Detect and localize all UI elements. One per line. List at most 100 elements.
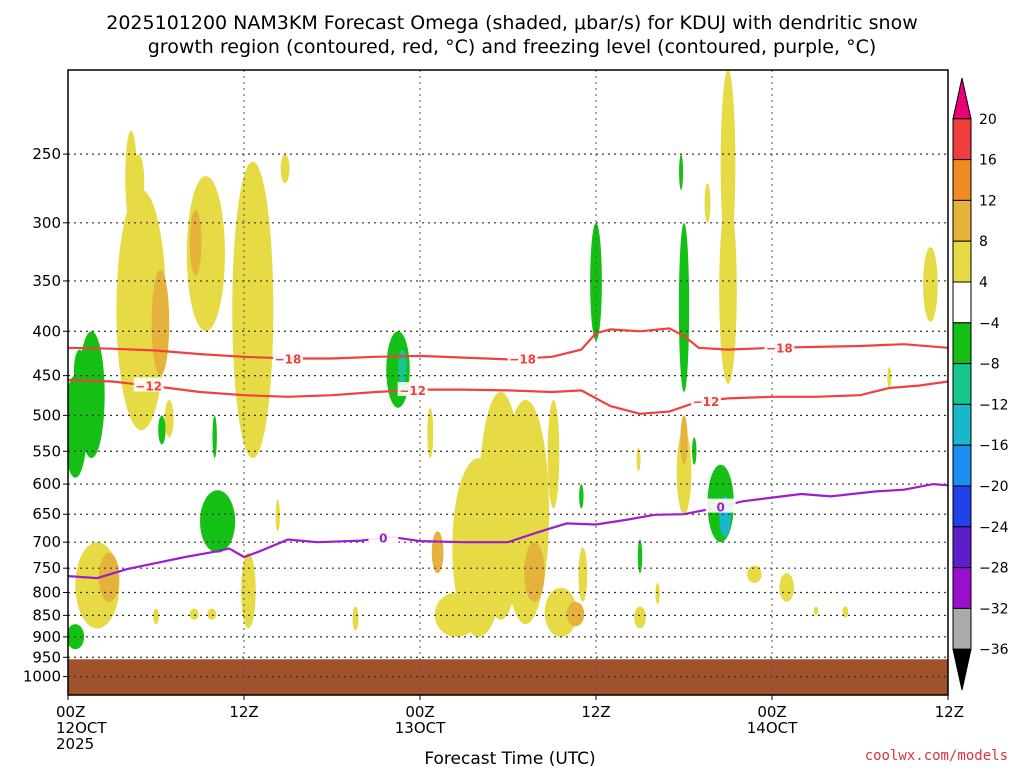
omega-shade-55 <box>813 606 819 616</box>
omega-shade-10 <box>158 415 166 445</box>
y-tick-label-900: 900 <box>32 628 61 646</box>
x-tick-year-0: 2025 <box>56 735 94 753</box>
y-tick-label-450: 450 <box>32 367 61 385</box>
contour-label--18: −18 <box>509 353 536 367</box>
contour-label-bg <box>133 377 164 392</box>
colorbar-box-11 <box>952 526 972 569</box>
colorbar-box-7 <box>952 363 972 405</box>
omega-shade-6 <box>232 161 274 459</box>
omega-shade-42 <box>655 582 660 605</box>
colorbar-label-7: −12 <box>979 397 1009 413</box>
y-tick-label-350: 350 <box>32 272 61 290</box>
contour-label-0: 0 <box>379 532 387 546</box>
colorbar-box-4 <box>952 240 972 283</box>
x-tick-label-1: 12Z <box>229 703 258 721</box>
colorbar-label-6: −8 <box>979 357 1000 373</box>
omega-shade-2 <box>132 154 145 211</box>
x-tick-sublabel-4: 14OCT <box>747 719 798 737</box>
colorbar-box-3 <box>952 199 972 242</box>
omega-shade-18 <box>246 573 254 607</box>
omega-shade-21 <box>207 608 217 620</box>
contour-label--18: −18 <box>275 353 302 367</box>
x-tick-sublabel-2: 13OCT <box>395 719 446 737</box>
colorbar-box-13 <box>952 607 972 650</box>
colorbar-label-0: 20 <box>979 112 997 128</box>
omega-shade-40 <box>637 539 643 574</box>
chart-title-line2: growth region (contoured, red, °C) and f… <box>148 36 877 58</box>
colorbar-label-1: 16 <box>979 153 997 169</box>
y-tick-label-800: 800 <box>32 584 61 602</box>
colorbar-label-3: 8 <box>979 234 988 250</box>
colorbar-box-12 <box>952 567 972 609</box>
omega-shade-54 <box>779 573 795 602</box>
omega-shade-49 <box>719 196 737 384</box>
omega-shade-26 <box>427 407 434 459</box>
y-tick-label-750: 750 <box>32 559 61 577</box>
contour-label-bg <box>397 382 428 397</box>
omega-shade-58 <box>923 247 938 322</box>
axes: 250 300 350 400 450 500 550 600 650 700 750 800 850 9… <box>23 69 964 753</box>
colorbar-box-10 <box>952 485 972 528</box>
contour-label--12: −12 <box>399 384 426 398</box>
x-tick-label-0: 00Z <box>56 703 85 721</box>
x-tick-label-2: 00Z <box>405 703 434 721</box>
plot-area <box>68 70 948 695</box>
omega-shade-34 <box>566 601 585 627</box>
colorbar-label-4: 4 <box>979 275 988 291</box>
colorbar-box-6 <box>952 322 972 365</box>
chart-title-line1: 2025101200 NAM3KM Forecast Omega (shaded… <box>106 12 918 34</box>
omega-shade-31 <box>431 531 444 574</box>
contour-label-bg <box>507 350 538 365</box>
omega-shade-14 <box>78 331 105 459</box>
omega-shade-60 <box>234 331 239 372</box>
colorbar-label-11: −28 <box>979 561 1009 577</box>
colorbar-bottom-triangle <box>952 648 972 691</box>
colorbar-label-13: −36 <box>979 642 1009 658</box>
y-tick-label-950: 950 <box>32 648 61 666</box>
omega-shade-50 <box>704 183 711 223</box>
x-tick-sublabel-0: 12OCT <box>56 719 107 737</box>
y-tick-label-650: 650 <box>32 505 61 523</box>
colorbar-top-triangle <box>952 77 972 120</box>
omega-shade-33 <box>544 587 577 637</box>
colorbar-box-5 <box>952 281 972 324</box>
omega-shade-53 <box>747 565 762 583</box>
contour-label--12: −12 <box>693 395 720 409</box>
contour-label-bg <box>705 498 736 513</box>
colorbar-label-5: −4 <box>979 316 1000 332</box>
omega-shade-1 <box>116 190 167 431</box>
omega-shade-41 <box>634 606 646 629</box>
y-tick-label-550: 550 <box>32 442 61 460</box>
omega-shade-25 <box>398 349 407 384</box>
contour-line--12 <box>67 378 949 415</box>
colorbar-label-12: −32 <box>979 601 1009 617</box>
omega-shade-44 <box>679 154 684 191</box>
omega-shade-38 <box>579 484 584 509</box>
omega-shade-15 <box>68 624 85 650</box>
colorbar: 20 16 12 8 4 −4 −8 −12 −16 −20 −24 −28 −32 −36 <box>952 77 1009 691</box>
omega-shade-5 <box>189 210 202 276</box>
omega-shade-57 <box>887 367 892 389</box>
contour-label--18: −18 <box>766 342 793 356</box>
colorbar-label-9: −20 <box>979 479 1009 495</box>
omega-shade-22 <box>275 499 280 532</box>
omega-shade-52 <box>720 70 736 259</box>
omega-shade-35 <box>578 547 588 602</box>
omega-shade-39 <box>636 447 641 472</box>
x-tick-label-5: 12Z <box>935 703 964 721</box>
omega-shade-51 <box>692 437 697 465</box>
y-tick-label-400: 400 <box>32 322 61 340</box>
contour-label-bg <box>273 350 303 365</box>
omega-shade-32 <box>434 592 479 637</box>
temperature-contours: −18 −18 −18 −12 −12 −12 0 0 <box>67 327 949 580</box>
colorbar-label-8: −16 <box>979 438 1009 454</box>
colorbar-box-1 <box>952 118 972 161</box>
contour-label-bg <box>764 339 795 354</box>
omega-shade-59 <box>212 415 217 459</box>
omega-shade-3 <box>151 269 170 376</box>
contour-label--12: −12 <box>135 380 162 394</box>
omega-shade-7 <box>280 154 290 184</box>
y-tick-label-700: 700 <box>32 533 61 551</box>
contour-line-0 <box>67 482 949 580</box>
